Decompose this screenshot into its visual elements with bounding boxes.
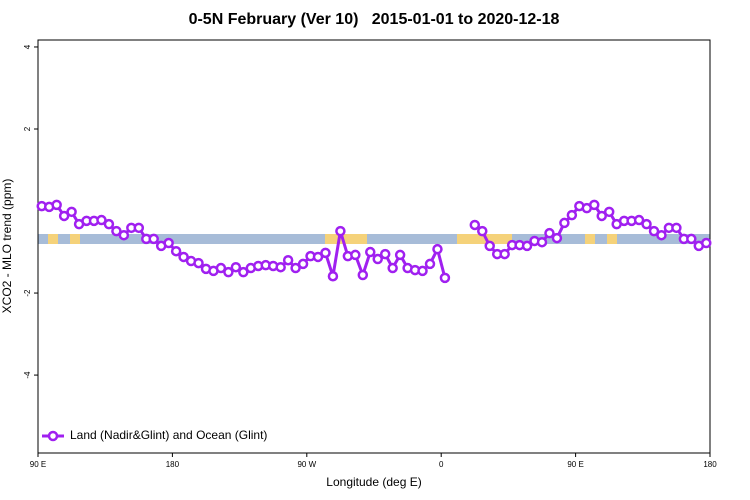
point <box>238 266 249 278</box>
point <box>148 233 159 245</box>
point <box>335 225 346 237</box>
point <box>223 266 234 278</box>
point <box>701 237 712 249</box>
plot-frame <box>37 39 711 454</box>
point <box>686 233 697 245</box>
point <box>499 248 510 260</box>
x-axis-title: Longitude (deg E) <box>326 475 421 489</box>
y-axis-title: XCO2 - MLO trend (ppm) <box>0 179 14 314</box>
point <box>379 248 391 260</box>
x-tick-label: 180 <box>166 460 180 469</box>
surface-band <box>38 234 710 244</box>
land-patch <box>585 234 595 244</box>
point <box>536 236 548 248</box>
point <box>671 222 682 234</box>
land-patch <box>325 234 367 244</box>
point <box>327 270 339 282</box>
x-tick-label: 0 <box>439 460 444 469</box>
point <box>365 246 376 258</box>
point <box>297 258 309 270</box>
point <box>596 210 607 222</box>
point <box>320 247 331 259</box>
legend-marker <box>47 430 59 442</box>
point <box>656 229 667 241</box>
point <box>439 272 451 284</box>
point <box>387 262 398 274</box>
point <box>424 258 436 270</box>
point <box>648 225 660 237</box>
point <box>633 214 645 226</box>
point <box>350 249 361 261</box>
x-tick-label: 90 W <box>297 460 316 469</box>
point <box>51 199 62 211</box>
point <box>589 199 600 211</box>
point <box>566 209 578 221</box>
point <box>559 217 570 229</box>
point <box>163 237 174 249</box>
y-tick-label: 2 <box>23 126 32 131</box>
y-tick-label: 4 <box>23 44 32 49</box>
point <box>118 229 130 241</box>
point <box>432 243 443 255</box>
point <box>193 257 204 269</box>
land-patch <box>48 234 58 244</box>
ocean-band <box>38 234 710 244</box>
point <box>103 218 115 230</box>
point <box>312 251 324 263</box>
point <box>372 253 383 265</box>
land-patch <box>457 234 512 244</box>
point <box>170 245 182 257</box>
point <box>133 222 145 234</box>
point <box>484 240 495 252</box>
land-patch <box>70 234 80 244</box>
y-tick-label: -4 <box>23 371 32 379</box>
point <box>111 225 122 237</box>
land-patch <box>607 234 617 244</box>
point <box>357 269 369 281</box>
point <box>96 214 107 226</box>
point <box>469 219 481 231</box>
point <box>521 240 533 252</box>
point <box>477 225 488 237</box>
x-tick-label: 90 E <box>30 460 46 469</box>
point <box>290 262 301 274</box>
point <box>282 254 294 266</box>
point <box>178 251 189 263</box>
point <box>66 206 77 218</box>
point <box>641 218 652 230</box>
point <box>230 261 242 273</box>
point <box>551 232 563 244</box>
x-tick-label: 180 <box>703 460 717 469</box>
y-tick-label: -2 <box>23 289 32 297</box>
point <box>544 227 555 239</box>
legend-label: Land (Nadir&Glint) and Ocean (Glint) <box>70 428 267 442</box>
point <box>215 262 227 274</box>
point <box>58 210 70 222</box>
point <box>603 206 615 218</box>
chart-title: 0-5N February (Ver 10) 2015-01-01 to 202… <box>189 11 560 28</box>
point <box>275 261 286 273</box>
x-tick-label: 90 E <box>567 460 583 469</box>
point <box>394 249 406 261</box>
point <box>417 265 428 277</box>
